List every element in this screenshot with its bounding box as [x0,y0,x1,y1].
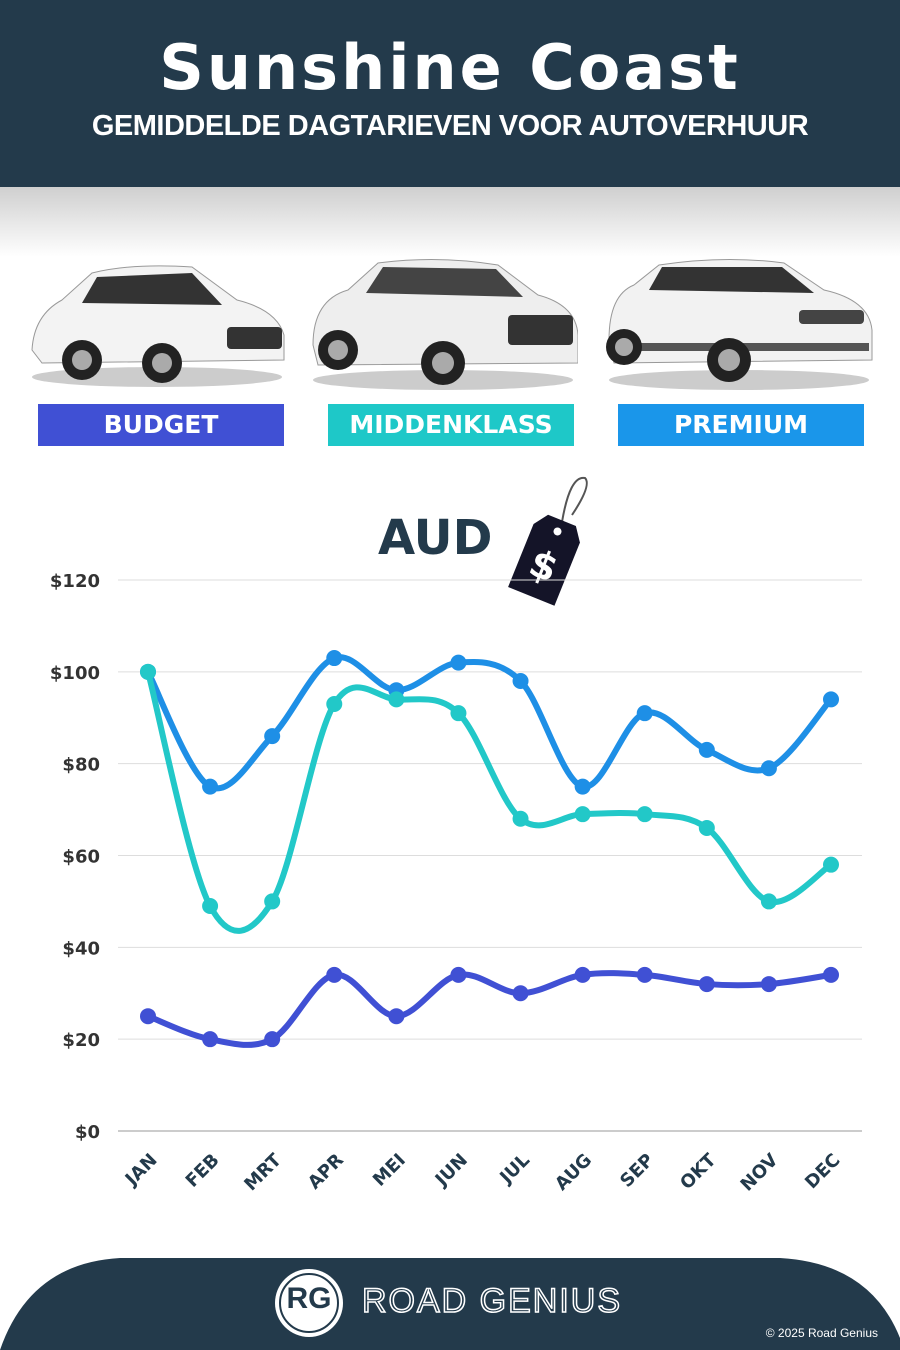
logo-mark: RG [286,1282,332,1315]
y-tick-label: $40 [62,938,100,959]
data-point-premium [450,654,467,671]
x-tick-label: MRT [240,1149,286,1195]
y-tick-label: $120 [50,571,100,592]
y-tick-label: $60 [62,847,100,868]
data-point-premium [512,673,529,690]
midsize-car-image [312,258,578,390]
header: Sunshine Coast GEMIDDELDE DAGTARIEVEN VO… [0,0,900,187]
line-chart: $0 $20 $40 $60 $80 $100 $120 JAN FEB MRT APR MEI JUN… [50,571,862,1196]
legend-middenklass: MIDDENKLASS [328,404,574,446]
x-tick-label: FEB [182,1150,224,1192]
x-tick-label: DEC [801,1150,844,1193]
x-tick-label: JAN [120,1150,162,1192]
premium-car-image [606,258,873,390]
data-point-middenklass [698,819,715,836]
data-point-budget [823,966,839,983]
data-point-budget [388,1008,405,1025]
x-tick-label: JUL [495,1150,534,1189]
data-point-budget [512,985,529,1002]
data-point-budget [574,966,591,983]
brand-name: ROAD GENIUS [361,1281,623,1321]
data-point-middenklass [574,806,591,823]
data-point-premium [574,778,591,795]
data-point-budget [760,976,777,993]
data-point-middenklass [760,893,777,910]
data-point-middenklass [202,898,219,915]
data-point-budget [326,966,343,983]
series-line-budget [145,970,834,1048]
x-tick-label: APR [304,1150,348,1194]
data-point-budget [698,976,715,993]
x-tick-label: NOV [737,1150,783,1196]
data-point-middenklass [326,695,343,712]
data-point-middenklass [264,893,281,910]
page-subtitle: GEMIDDELDE DAGTARIEVEN VOOR AUTOVERHUUR [91,110,809,142]
budget-car-image [31,265,285,387]
data-point-middenklass [636,806,653,823]
copyright: © 2025 Road Genius [765,1326,878,1340]
x-tick-label: JUN [430,1150,472,1192]
x-tick-label: AUG [551,1150,596,1195]
header-shadow [0,187,900,257]
y-tick-label: $100 [50,663,100,684]
data-point-premium [636,705,653,722]
data-point-budget [450,966,467,983]
data-point-middenklass [140,663,156,680]
data-point-middenklass [512,810,529,827]
x-tick-label: OKT [676,1149,721,1194]
y-tick-label: $80 [62,755,100,776]
footer [0,1258,900,1350]
legend-premium: PREMIUM [618,404,864,446]
data-point-premium [202,778,219,795]
y-tick-label: $20 [62,1030,100,1051]
data-point-premium [823,691,839,708]
data-point-middenklass [388,691,405,708]
price-tag-dollar-icon: $ [508,476,588,606]
data-point-budget [140,1008,156,1025]
series-line-middenklass [145,668,834,934]
data-point-middenklass [823,856,839,873]
data-point-premium [326,650,343,667]
x-tick-label: MEI [369,1150,410,1191]
data-point-budget [264,1031,281,1048]
currency-label: AUD [378,510,493,566]
data-point-premium [698,741,715,758]
data-point-premium [760,760,777,777]
y-tick-label: $0 [75,1122,100,1143]
page-title: Sunshine Coast [159,31,741,104]
legend-budget: BUDGET [38,404,284,446]
data-point-budget [202,1031,219,1048]
data-point-premium [264,728,281,745]
data-point-middenklass [450,705,467,722]
x-tick-label: SEP [616,1150,658,1192]
data-point-budget [636,966,653,983]
